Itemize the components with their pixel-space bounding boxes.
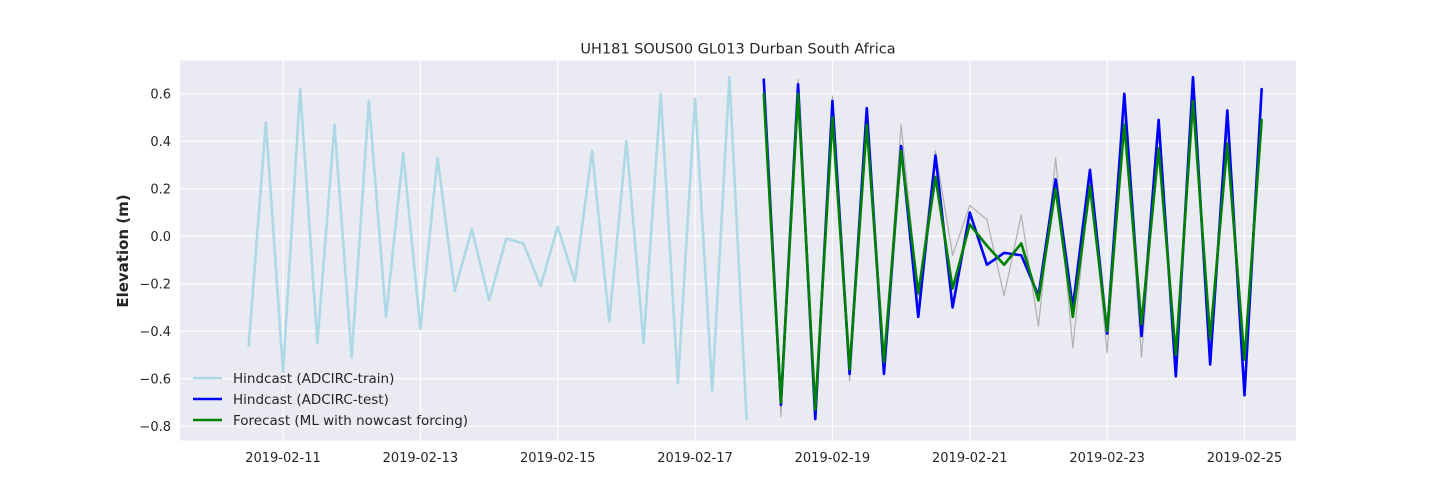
legend-label: Hindcast (ADCIRC-test)	[233, 392, 389, 408]
x-tick-labels: 2019-02-11 2019-02-13 2019-02-15 2019-02-17…	[245, 451, 1282, 466]
y-tick-label: −0.4	[139, 325, 171, 340]
y-tick-label: 0.0	[150, 230, 171, 245]
series-lines	[247, 75, 1263, 421]
legend-label: Hindcast (ADCIRC-train)	[233, 371, 394, 387]
y-tick-label: −0.2	[139, 277, 171, 292]
forecast-ml-with-nowcast-forcing-series-line	[762, 92, 1263, 411]
grid-lines	[180, 60, 1296, 441]
y-tick-label: −0.6	[139, 372, 171, 387]
x-tick-label: 2019-02-15	[520, 451, 596, 466]
y-axis-label: Elevation (m)	[114, 194, 132, 307]
x-tick-label: 2019-02-11	[245, 451, 321, 466]
chart-title: UH181 SOUS00 GL013 Durban South Africa	[580, 42, 895, 58]
y-tick-label: 0.6	[150, 87, 171, 102]
legend: Hindcast (ADCIRC-train) Hindcast (ADCIRC-…	[193, 371, 468, 429]
x-tick-label: 2019-02-21	[932, 451, 1008, 466]
y-tick-label: 0.2	[150, 182, 171, 197]
x-tick-label: 2019-02-13	[383, 451, 459, 466]
legend-label: Forecast (ML with nowcast forcing)	[233, 413, 468, 429]
x-tick-label: 2019-02-17	[657, 451, 733, 466]
y-tick-label: 0.4	[150, 135, 171, 150]
y-tick-label: −0.8	[139, 420, 171, 435]
x-tick-label: 2019-02-25	[1207, 451, 1283, 466]
x-tick-label: 2019-02-19	[795, 451, 871, 466]
x-tick-label: 2019-02-23	[1069, 451, 1145, 466]
hindcast-adcirc-train-series-line	[247, 75, 748, 421]
y-tick-labels: −0.8 −0.6 −0.4 −0.2 0.0 0.2 0.4 0.6	[139, 87, 171, 435]
